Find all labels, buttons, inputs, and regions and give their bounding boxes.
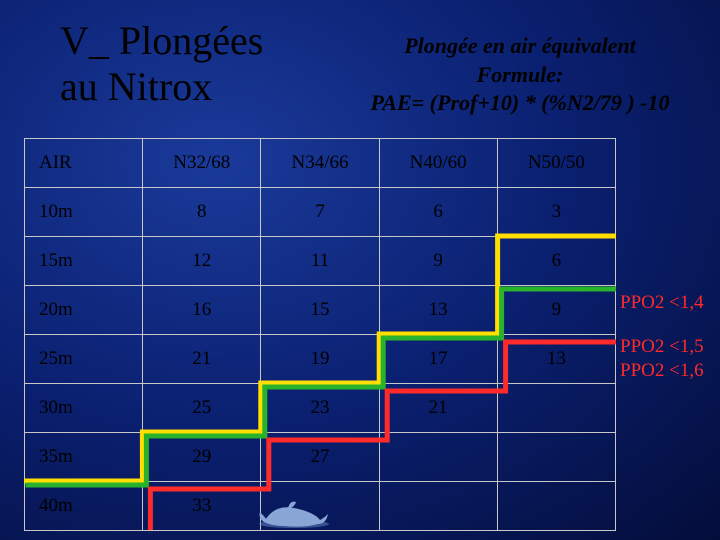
dolphin-icon: [254, 494, 334, 534]
cell: 8: [143, 188, 261, 237]
cell: 16: [143, 286, 261, 335]
col-header: N34/66: [261, 139, 379, 188]
cell: [379, 482, 497, 531]
subtitle-line2: Formule:: [320, 61, 720, 90]
row-header: 40m: [25, 482, 143, 531]
col-header: AIR: [25, 139, 143, 188]
table-header-row: AIR N32/68 N34/66 N40/60 N50/50: [25, 139, 616, 188]
row-header: 10m: [25, 188, 143, 237]
ppo2-annotation: PPO2 <1,5: [620, 336, 704, 358]
cell: 13: [379, 286, 497, 335]
cell: [497, 433, 615, 482]
cell: 11: [261, 237, 379, 286]
ppo2-annotation: PPO2 <1,6: [620, 360, 704, 382]
cell: [497, 482, 615, 531]
table-row: 35m 29 27: [25, 433, 616, 482]
row-header: 35m: [25, 433, 143, 482]
cell: 23: [261, 384, 379, 433]
cell: 6: [497, 237, 615, 286]
row-header: 30m: [25, 384, 143, 433]
cell: 6: [379, 188, 497, 237]
col-header: N40/60: [379, 139, 497, 188]
cell: 27: [261, 433, 379, 482]
cell: 9: [379, 237, 497, 286]
col-header: N32/68: [143, 139, 261, 188]
cell: 13: [497, 335, 615, 384]
cell: 19: [261, 335, 379, 384]
title-line2: au Nitrox: [60, 64, 212, 109]
row-header: 25m: [25, 335, 143, 384]
cell: 21: [379, 384, 497, 433]
table: AIR N32/68 N34/66 N40/60 N50/50 10m 8 7 …: [24, 138, 616, 531]
cell: 12: [143, 237, 261, 286]
cell: 29: [143, 433, 261, 482]
table-row: 15m 12 11 9 6: [25, 237, 616, 286]
formula: PAE= (Prof+10) * (%N2/79 ) -10: [320, 89, 720, 118]
table-row: 30m 25 23 21: [25, 384, 616, 433]
table-row: 10m 8 7 6 3: [25, 188, 616, 237]
nitrox-table: AIR N32/68 N34/66 N40/60 N50/50 10m 8 7 …: [24, 138, 616, 531]
table-row: 20m 16 15 13 9: [25, 286, 616, 335]
cell: 3: [497, 188, 615, 237]
title-line1: V_ Plongées: [60, 18, 263, 63]
cell: 33: [143, 482, 261, 531]
ppo2-annotation: PPO2 <1,4: [620, 292, 704, 314]
col-header: N50/50: [497, 139, 615, 188]
row-header: 20m: [25, 286, 143, 335]
cell: 21: [143, 335, 261, 384]
subtitle-line1: Plongée en air équivalent: [320, 32, 720, 61]
page-title: V_ Plongées au Nitrox: [60, 18, 263, 110]
cell: 17: [379, 335, 497, 384]
cell: 15: [261, 286, 379, 335]
cell: [497, 384, 615, 433]
cell: [379, 433, 497, 482]
table-row: 25m 21 19 17 13: [25, 335, 616, 384]
cell: 9: [497, 286, 615, 335]
row-header: 15m: [25, 237, 143, 286]
subtitle-block: Plongée en air équivalent Formule: PAE= …: [320, 32, 720, 118]
cell: 7: [261, 188, 379, 237]
cell: 25: [143, 384, 261, 433]
